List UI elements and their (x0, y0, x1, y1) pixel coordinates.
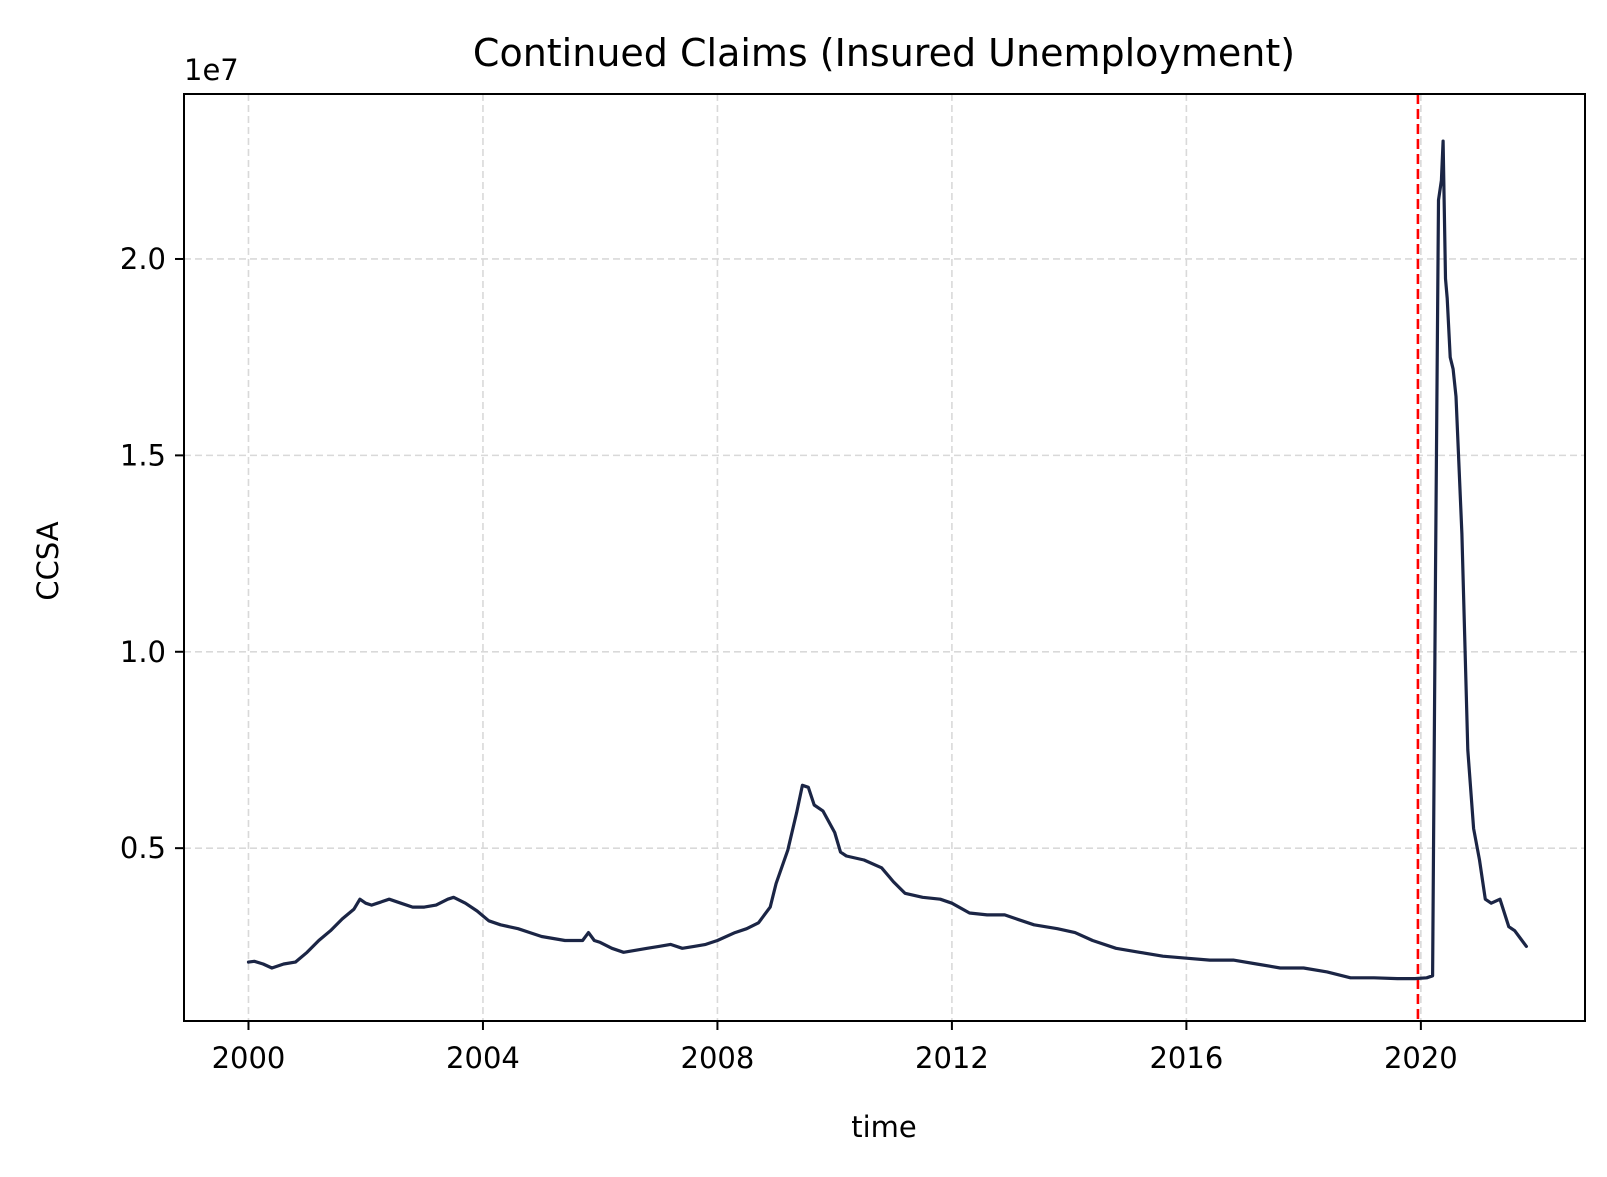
y-axis-label: CCSA (31, 521, 65, 600)
series-layer (246, 139, 1529, 981)
y-tick-label: 1.5 (120, 438, 166, 472)
x-tick-label: 2000 (212, 1041, 286, 1075)
y-axis-offset-label: 1e7 (184, 53, 239, 87)
x-tick-label: 2016 (1149, 1041, 1223, 1075)
y-axis-ticks: 0.5 1.0 1.5 2.0 (120, 242, 184, 865)
y-tick-label: 0.5 (120, 831, 166, 865)
x-tick-label: 2020 (1384, 1041, 1458, 1075)
x-tick-label: 2008 (681, 1041, 755, 1075)
ccsa-series-line (246, 139, 1529, 981)
plot-area-frame (183, 93, 1586, 1022)
x-tick-label: 2004 (446, 1041, 520, 1075)
x-axis-label: time (851, 1110, 917, 1144)
y-tick-label: 1.0 (120, 635, 166, 669)
x-tick-label: 2012 (915, 1041, 989, 1075)
x-axis-ticks: 2000 2004 2008 2012 2016 2020 (212, 1021, 1458, 1075)
chart-title: Continued Claims (Insured Unemployment) (473, 31, 1295, 75)
y-tick-label: 2.0 (120, 242, 166, 276)
grid (184, 94, 1585, 1021)
